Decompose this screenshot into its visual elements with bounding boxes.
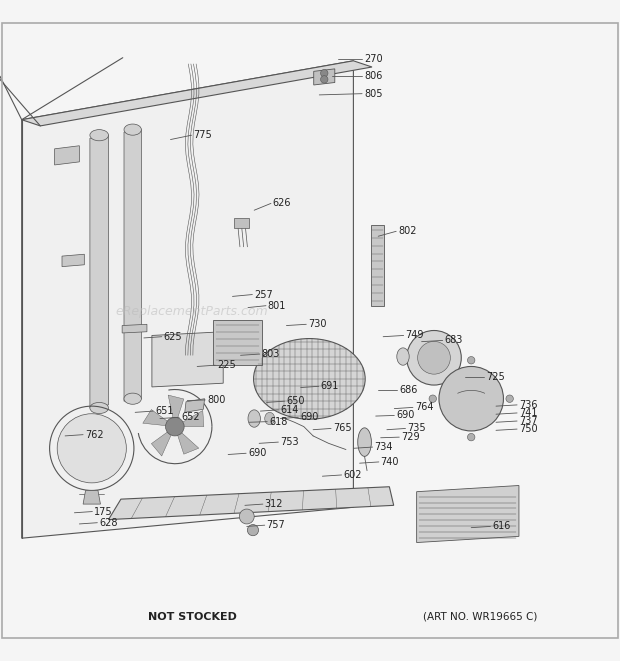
Text: 614: 614	[280, 405, 299, 415]
Ellipse shape	[124, 393, 141, 405]
Text: 690: 690	[248, 448, 267, 458]
Ellipse shape	[248, 410, 260, 427]
Text: 775: 775	[193, 130, 212, 140]
Polygon shape	[83, 490, 100, 504]
Text: 757: 757	[267, 520, 285, 530]
Polygon shape	[22, 61, 353, 538]
Circle shape	[407, 330, 461, 385]
Polygon shape	[152, 332, 223, 387]
Text: 270: 270	[364, 54, 383, 64]
Text: 650: 650	[286, 396, 305, 406]
Circle shape	[467, 434, 475, 441]
Text: 616: 616	[492, 522, 511, 531]
Text: 225: 225	[217, 360, 236, 370]
Text: 652: 652	[181, 412, 200, 422]
Circle shape	[429, 395, 436, 403]
Text: NOT STOCKED: NOT STOCKED	[148, 612, 237, 622]
Polygon shape	[417, 485, 519, 543]
Text: 735: 735	[407, 424, 426, 434]
Circle shape	[239, 509, 254, 524]
Polygon shape	[143, 410, 175, 426]
Ellipse shape	[254, 338, 365, 419]
Text: 686: 686	[399, 385, 418, 395]
Text: 734: 734	[374, 442, 393, 452]
Circle shape	[321, 69, 328, 77]
Polygon shape	[185, 399, 205, 412]
Ellipse shape	[90, 403, 108, 414]
Text: 736: 736	[519, 400, 538, 410]
Ellipse shape	[265, 412, 275, 425]
Polygon shape	[168, 395, 184, 426]
Text: 801: 801	[268, 301, 286, 311]
Text: 764: 764	[415, 403, 433, 412]
Circle shape	[506, 395, 513, 403]
Text: 257: 257	[254, 290, 273, 299]
Text: 800: 800	[207, 395, 226, 405]
Text: 806: 806	[364, 71, 383, 81]
Text: 628: 628	[99, 518, 118, 527]
Circle shape	[57, 414, 126, 483]
Text: 618: 618	[269, 416, 288, 426]
Text: 691: 691	[321, 381, 339, 391]
Text: 805: 805	[364, 89, 383, 98]
Polygon shape	[151, 426, 175, 456]
Ellipse shape	[397, 348, 409, 366]
Circle shape	[166, 417, 184, 436]
Polygon shape	[62, 254, 84, 266]
Text: 749: 749	[405, 330, 424, 340]
Text: 762: 762	[85, 430, 104, 440]
Text: 729: 729	[401, 432, 420, 442]
Circle shape	[247, 525, 259, 535]
Polygon shape	[234, 217, 249, 228]
Text: 625: 625	[164, 332, 182, 342]
Text: 737: 737	[519, 416, 538, 426]
FancyBboxPatch shape	[371, 225, 384, 305]
Text: 312: 312	[265, 499, 283, 509]
Text: (ART NO. WR19665 C): (ART NO. WR19665 C)	[423, 612, 538, 622]
Text: 602: 602	[343, 470, 362, 480]
Text: 753: 753	[280, 437, 299, 447]
Text: 765: 765	[333, 424, 352, 434]
Polygon shape	[124, 130, 141, 401]
Polygon shape	[90, 136, 108, 408]
Ellipse shape	[124, 124, 141, 136]
Polygon shape	[122, 325, 147, 333]
Polygon shape	[213, 320, 262, 365]
Circle shape	[321, 75, 328, 83]
Text: 683: 683	[445, 335, 463, 346]
Text: 741: 741	[519, 408, 538, 418]
Polygon shape	[55, 145, 79, 165]
Text: 740: 740	[381, 457, 399, 467]
Polygon shape	[22, 61, 372, 126]
Circle shape	[439, 366, 503, 431]
Polygon shape	[175, 426, 199, 454]
Text: 651: 651	[155, 406, 174, 416]
Text: 730: 730	[308, 319, 327, 329]
Polygon shape	[108, 486, 394, 520]
Ellipse shape	[90, 130, 108, 141]
Text: 750: 750	[519, 424, 538, 434]
Text: 690: 690	[396, 410, 415, 420]
Text: 725: 725	[486, 372, 505, 382]
Ellipse shape	[358, 428, 371, 456]
Text: 802: 802	[398, 226, 417, 236]
Polygon shape	[314, 69, 335, 85]
Circle shape	[418, 342, 450, 374]
Text: 175: 175	[94, 506, 113, 516]
Text: 803: 803	[262, 349, 280, 359]
Text: eReplacementParts.com: eReplacementParts.com	[116, 305, 268, 319]
Circle shape	[467, 356, 475, 364]
Text: 690: 690	[300, 412, 319, 422]
Text: 626: 626	[273, 198, 291, 208]
Polygon shape	[175, 410, 204, 426]
